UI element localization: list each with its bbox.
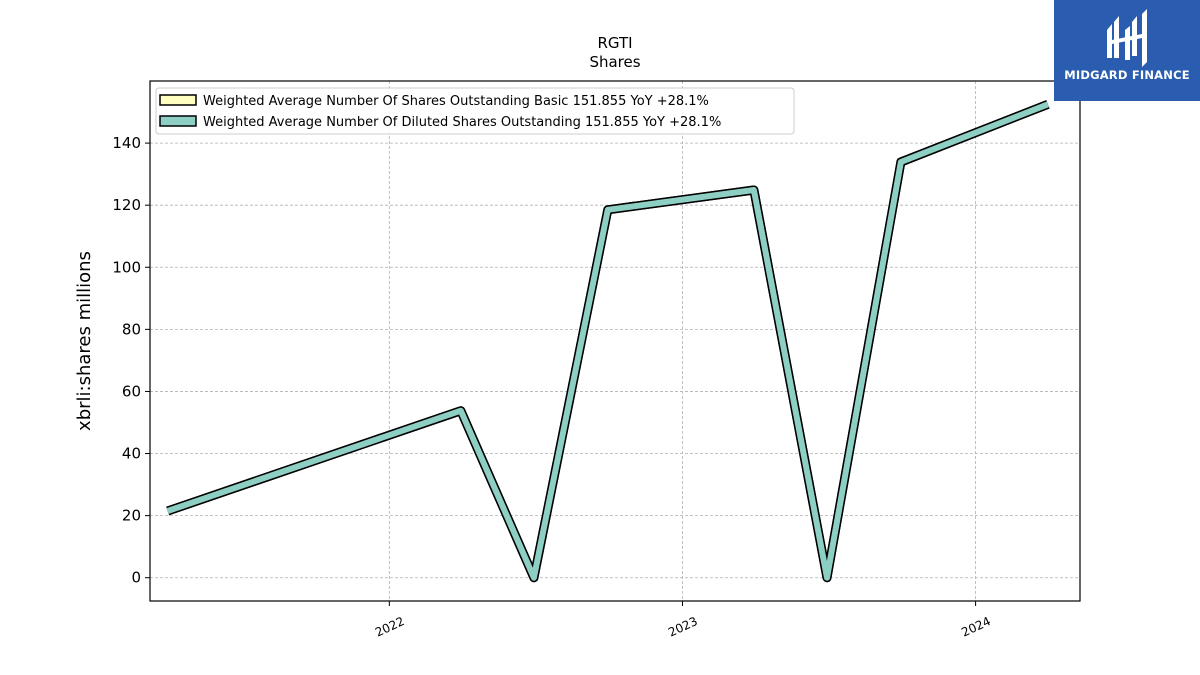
chart-title: RGTI xyxy=(597,34,632,52)
y-tick-label: 20 xyxy=(122,507,141,525)
legend-box xyxy=(155,87,795,135)
y-axis-ticks: 0 20 40 60 80 100 120 140 xyxy=(112,134,150,587)
midgard-logo-icon xyxy=(1107,9,1147,67)
grid-lines xyxy=(150,81,1080,601)
legend-swatch xyxy=(159,115,197,127)
x-axis-ticks: 2022 2023 2024 xyxy=(373,601,993,640)
y-tick-label: 0 xyxy=(131,569,141,587)
brand-logo: MIDGARD FINANCE xyxy=(1054,0,1200,101)
plot-frame xyxy=(149,80,1081,602)
x-tick-label: 2024 xyxy=(959,614,993,640)
y-tick-label: 60 xyxy=(122,382,141,400)
y-tick-label: 80 xyxy=(122,320,141,338)
series-outline xyxy=(166,100,1050,583)
y-tick-label: 120 xyxy=(112,196,141,214)
brand-name: MIDGARD FINANCE xyxy=(1064,68,1190,82)
y-tick-label: 40 xyxy=(122,445,141,463)
legend-swatch xyxy=(159,94,197,106)
series-lines xyxy=(166,100,1050,583)
x-tick-label: 2022 xyxy=(373,614,407,640)
chart-subtitle: Shares xyxy=(589,53,640,71)
series-line xyxy=(166,101,1049,581)
legend-label: Weighted Average Number Of Shares Outsta… xyxy=(203,94,709,109)
series-outline xyxy=(166,100,1050,583)
legend: Weighted Average Number Of Shares Outsta… xyxy=(155,87,795,135)
legend-label: Weighted Average Number Of Diluted Share… xyxy=(203,115,721,130)
y-tick-label: 100 xyxy=(112,258,141,276)
series-line xyxy=(166,101,1049,581)
y-axis-label: xbrli:shares millions xyxy=(74,251,95,431)
x-tick-label: 2023 xyxy=(666,614,700,640)
y-tick-label: 140 xyxy=(112,134,141,152)
